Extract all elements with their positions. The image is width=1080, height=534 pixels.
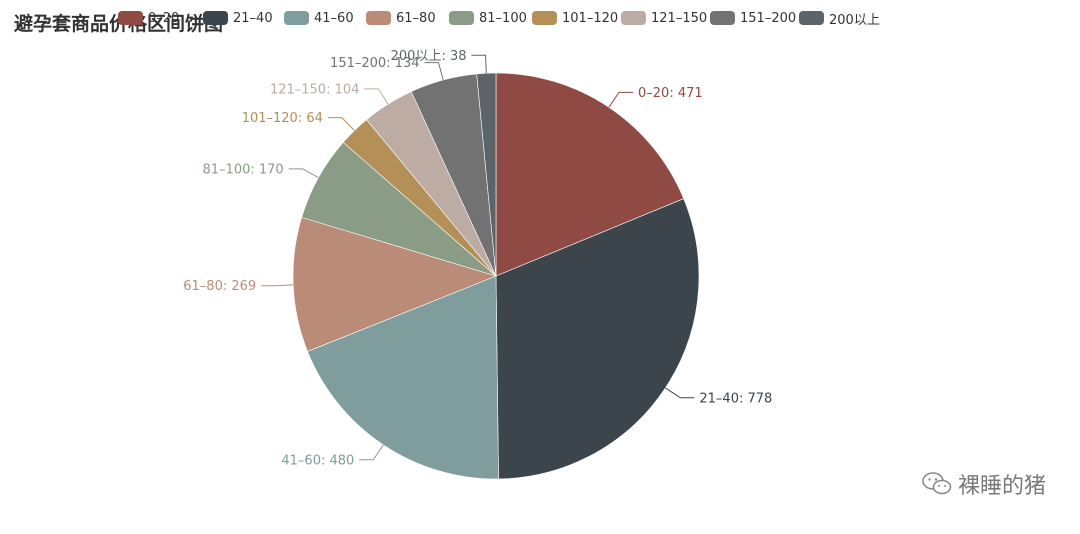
- pie-slices: [292, 72, 700, 480]
- legend-label: 41–60: [314, 10, 354, 26]
- slice-label-4: 61–80: 269: [183, 279, 256, 294]
- legend-label: 200以上: [829, 12, 880, 28]
- slice-label-8: 151–200: 134: [330, 56, 419, 71]
- pie-labels: 0–20: 471 21–40: 778 41–60: 480 61–80: 269 8…: [183, 49, 772, 468]
- label-leader-6: [327, 117, 355, 131]
- legend-swatch: [118, 11, 143, 25]
- legend-item-6[interactable]: 101–120: [532, 8, 618, 28]
- label-leader-4: [261, 284, 294, 287]
- legend-swatch: [366, 11, 391, 25]
- legend-swatch: [532, 11, 557, 25]
- slice-label-5: 81–100: 170: [203, 162, 284, 177]
- pie-slice-9[interactable]: [476, 72, 497, 277]
- label-leader-9: [471, 54, 487, 74]
- watermark: 裸睡的猪: [922, 468, 1046, 500]
- label-leader-2: [665, 387, 695, 399]
- legend-swatch: [621, 11, 646, 25]
- legend-swatch: [284, 11, 309, 25]
- label-leader-5: [288, 168, 319, 179]
- slice-label-7: 121–150: 104: [270, 82, 359, 97]
- legend-swatch: [203, 11, 228, 25]
- legend-swatch: [710, 11, 735, 25]
- label-leader-8: [424, 62, 444, 81]
- pie-slice-2[interactable]: [495, 198, 700, 480]
- legend-label: 101–120: [562, 10, 619, 26]
- legend-item-5[interactable]: 81–100: [449, 8, 527, 28]
- pie-slice-3[interactable]: [307, 275, 499, 480]
- legend-item-8[interactable]: 151–200: [710, 8, 796, 28]
- legend-item-7[interactable]: 121–150: [621, 8, 707, 28]
- slice-label-2: 21–40: 778: [699, 391, 772, 406]
- legend-swatch: [449, 11, 474, 25]
- legend-label: 81–100: [479, 10, 527, 26]
- legend-label: 0–20: [148, 10, 180, 26]
- label-leader-7: [364, 88, 389, 105]
- slice-label-1: 0–20: 471: [638, 86, 703, 101]
- legend-item-9[interactable]: 200以上: [799, 8, 880, 28]
- label-leader-3: [359, 444, 384, 461]
- slice-label-9: 200以上: 38: [391, 49, 467, 64]
- slice-label-6: 101–120: 64: [242, 111, 323, 126]
- watermark-text: 裸睡的猪: [957, 474, 1046, 499]
- legend-item-2[interactable]: 21–40: [203, 8, 273, 28]
- legend-label: 151–200: [740, 10, 797, 26]
- slice-label-3: 41–60: 480: [281, 453, 354, 468]
- legend-item-4[interactable]: 61–80: [366, 8, 436, 28]
- pie-slice-1[interactable]: [495, 72, 685, 277]
- legend-label: 21–40: [233, 10, 273, 26]
- legend-item-1[interactable]: 0–20: [118, 8, 179, 28]
- label-leader-1: [608, 91, 633, 108]
- legend-swatch: [799, 11, 824, 25]
- legend-label: 61–80: [396, 10, 436, 26]
- pie-label-leaders: [261, 54, 695, 461]
- wechat-icon: [922, 472, 952, 495]
- legend-label: 121–150: [651, 10, 708, 26]
- legend-item-3[interactable]: 41–60: [284, 8, 354, 28]
